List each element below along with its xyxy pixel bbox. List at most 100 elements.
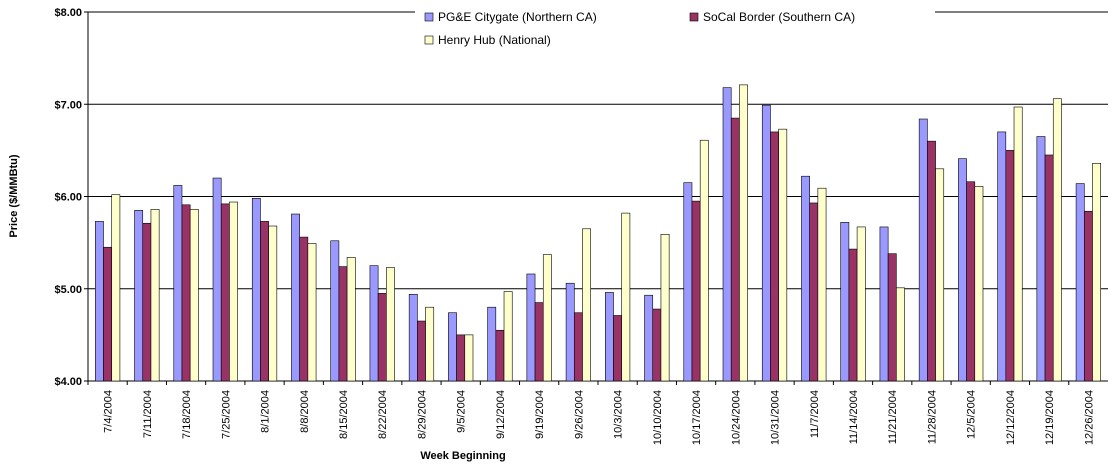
bar (260, 221, 269, 382)
bar (739, 84, 748, 382)
x-tick-label: 11/7/2004 (809, 390, 821, 438)
x-tick-label: 11/21/2004 (887, 390, 899, 444)
bar (1052, 98, 1062, 382)
bar (699, 139, 709, 382)
x-tick-label: 12/12/2004 (1005, 390, 1017, 445)
bar (220, 203, 230, 382)
x-tick-label: 10/10/2004 (652, 390, 664, 445)
legend-label: PG&E Citygate (Northern CA) (438, 10, 597, 24)
x-tick-label: 10/31/2004 (770, 390, 782, 445)
bar (896, 287, 905, 382)
bar (683, 182, 693, 382)
bar (565, 282, 575, 382)
x-tick-label: 7/18/2004 (181, 390, 193, 439)
x-axis-title: Week Beginning (420, 450, 505, 462)
x-tick-label: 10/17/2004 (691, 390, 703, 445)
bar (1092, 162, 1101, 382)
bar (1036, 136, 1046, 382)
legend-label: SoCal Border (Southern CA) (703, 10, 855, 24)
bar (251, 198, 261, 382)
bar (691, 200, 701, 382)
bar (605, 292, 614, 382)
x-tick-label: 8/29/2004 (416, 390, 428, 439)
bar (801, 175, 810, 382)
bar (377, 293, 387, 382)
bar (456, 334, 466, 382)
bar (778, 128, 788, 382)
bar (809, 202, 819, 382)
bar (730, 117, 740, 382)
x-tick-label: 11/14/2004 (848, 390, 860, 444)
bar (856, 226, 866, 382)
bar (212, 177, 222, 382)
bar (464, 334, 474, 382)
bar (770, 131, 779, 382)
bar (487, 306, 497, 382)
y-tick-label: $8.00 (54, 7, 82, 19)
x-tick-label: 9/26/2004 (573, 390, 585, 439)
bar (997, 131, 1007, 382)
bar (974, 186, 984, 382)
bar (1075, 183, 1085, 382)
bar (448, 312, 457, 382)
x-tick-label: 7/11/2004 (142, 390, 154, 438)
bar (887, 253, 897, 382)
bar (573, 312, 583, 382)
x-tick-label: 10/3/2004 (613, 390, 625, 439)
bar (621, 212, 631, 382)
bar (173, 185, 183, 382)
bar (111, 194, 121, 382)
bar (526, 273, 536, 382)
bar (722, 87, 732, 382)
bar (542, 254, 552, 382)
bar (346, 257, 356, 382)
bar (95, 221, 104, 382)
bar (495, 329, 505, 382)
bar (417, 320, 426, 382)
y-tick-label: $6.00 (54, 192, 82, 204)
bar (817, 187, 827, 382)
bar (229, 201, 238, 382)
bar (958, 158, 967, 382)
x-tick-label: 9/12/2004 (495, 390, 507, 439)
x-tick-label: 9/19/2004 (534, 390, 546, 439)
bar (935, 168, 945, 382)
x-tick-label: 7/25/2004 (220, 390, 232, 439)
bar (299, 236, 309, 382)
bar (848, 248, 858, 382)
x-tick-label: 8/22/2004 (377, 390, 389, 439)
bar (1005, 150, 1015, 382)
bar (408, 293, 418, 382)
bar (582, 228, 591, 382)
bar (142, 222, 152, 382)
y-tick-label: $7.00 (54, 99, 82, 111)
bar (425, 306, 435, 382)
bar (307, 243, 317, 382)
x-tick-label: 12/19/2004 (1044, 390, 1056, 445)
bar (927, 140, 936, 382)
bar (503, 291, 513, 382)
x-tick-label: 8/8/2004 (299, 390, 311, 433)
bar (613, 315, 623, 382)
bar (338, 266, 348, 382)
y-tick-label: $4.00 (54, 376, 82, 388)
bar (103, 246, 113, 382)
legend-swatch (424, 35, 434, 45)
bar (291, 213, 300, 382)
legend-label: Henry Hub (National) (438, 33, 551, 47)
bar (879, 226, 889, 382)
x-tick-label: 7/4/2004 (103, 390, 115, 433)
x-tick-label: 8/15/2004 (338, 390, 350, 439)
x-tick-label: 12/5/2004 (966, 390, 978, 439)
bar (966, 181, 976, 382)
x-tick-label: 9/5/2004 (456, 390, 468, 433)
legend-swatch (689, 12, 699, 22)
legend-box (415, 5, 935, 49)
bar (181, 204, 191, 382)
bar (1013, 106, 1023, 382)
legend-swatch (424, 12, 434, 22)
bar (369, 265, 379, 382)
bar (189, 209, 199, 382)
bar (330, 240, 340, 382)
bar (268, 225, 278, 382)
